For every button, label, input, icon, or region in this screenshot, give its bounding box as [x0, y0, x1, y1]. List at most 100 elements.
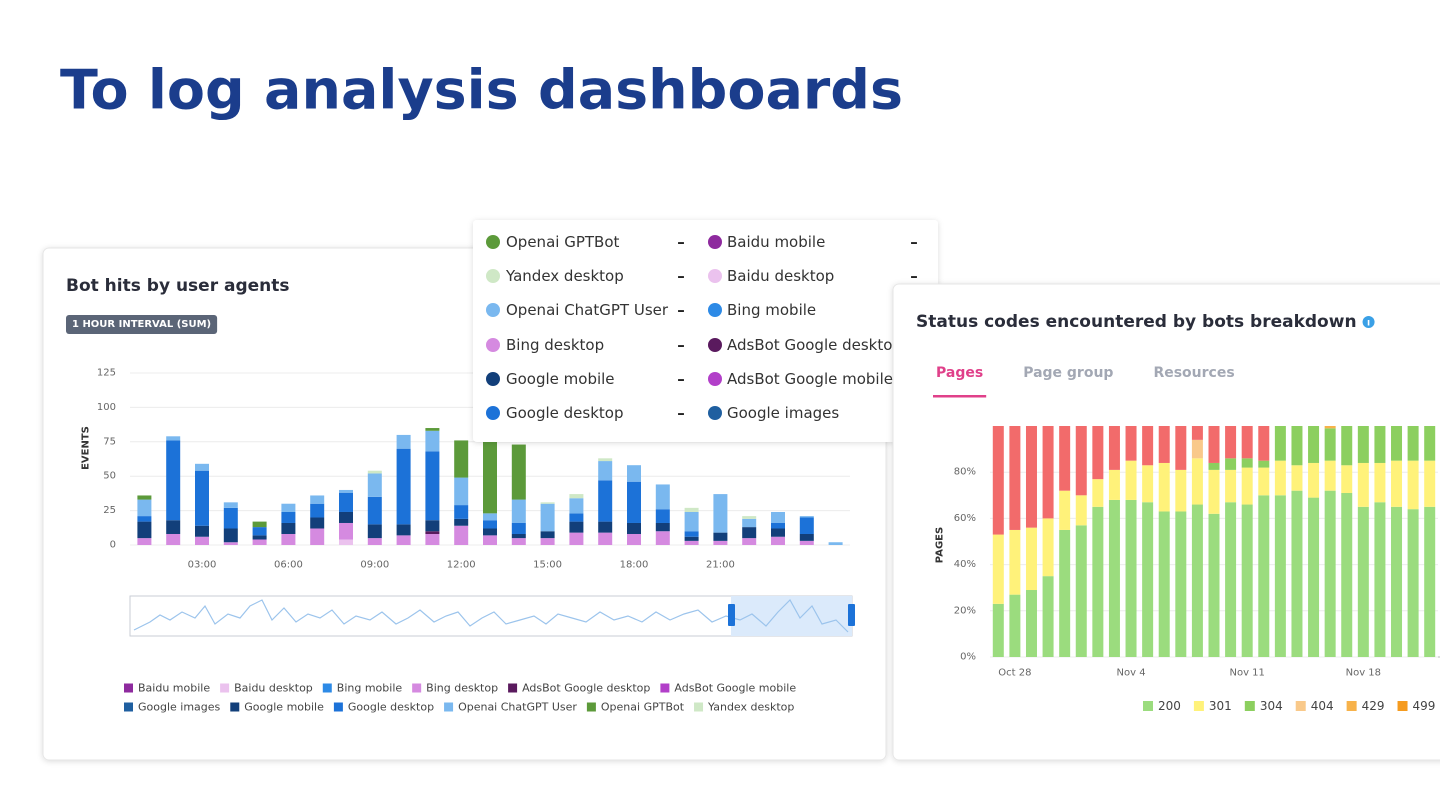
legend-label: Yandex desktop [707, 701, 794, 714]
x-tick-label: 21:00 [706, 560, 735, 571]
bar-segment [454, 518, 469, 526]
bar-segment [1407, 460, 1419, 510]
bar-segment [310, 495, 325, 504]
tooltip-name: AdsBot Google mobile [727, 370, 893, 388]
legend-swatch [1143, 701, 1153, 711]
bar-segment [655, 522, 670, 532]
bar-segment [771, 522, 785, 529]
bar-segment [1158, 426, 1170, 463]
bar-segment [799, 517, 814, 534]
bar-segment [1042, 426, 1054, 519]
bar-segment [310, 528, 325, 545]
bar-segment [454, 525, 469, 545]
bar-segment [598, 521, 613, 533]
bar-segment [252, 521, 267, 528]
y-tick-label: 0% [960, 652, 976, 663]
bar-segment [1407, 509, 1419, 657]
bar-segment [511, 499, 526, 523]
bar-segment [1208, 462, 1220, 470]
bar-segment [1324, 426, 1336, 429]
bar-segment [1208, 426, 1220, 463]
tab[interactable]: Resources [1153, 365, 1234, 381]
x-tick-label: Nov 18 [1346, 668, 1381, 679]
tooltip-value: – [910, 267, 918, 285]
bar-segment [1258, 460, 1270, 468]
bar-segment [281, 522, 296, 534]
tooltip-dot [486, 372, 500, 386]
bar-segment [1175, 426, 1187, 470]
bar-segment [223, 507, 238, 529]
bar-segment [799, 516, 814, 518]
bar-segment [1025, 527, 1037, 591]
bar-segment [483, 535, 497, 545]
bar-segment [771, 511, 785, 523]
legend-swatch [444, 702, 454, 712]
bar-segment [1092, 479, 1104, 507]
bar-segment [1142, 502, 1154, 657]
tab[interactable]: Pages [936, 365, 983, 381]
bar-segment [425, 533, 440, 545]
bar-segment [367, 473, 382, 497]
legend-label: 304 [1260, 699, 1283, 713]
y-axis-label: EVENTS [81, 426, 92, 470]
bar-segment [1391, 460, 1403, 507]
bar-segment [1042, 576, 1054, 657]
tooltip-name: Bing mobile [727, 301, 816, 319]
tooltip-value: – [677, 301, 685, 319]
tooltip-dot [708, 235, 722, 249]
legend-swatch [322, 683, 332, 693]
bar-segment [1424, 506, 1436, 657]
bar-segment [1274, 495, 1286, 657]
y-tick-label: 50 [103, 471, 116, 482]
bar-segment [598, 461, 613, 481]
x-tick-label: Nov 4 [1117, 668, 1146, 679]
bar-segment [569, 521, 584, 533]
bar-segment [339, 539, 353, 545]
legend-label: Baidu desktop [234, 682, 313, 695]
y-axis-label: PAGES [935, 527, 946, 563]
bar-segment [1324, 490, 1336, 657]
y-tick-label: 25 [103, 505, 116, 516]
tooltip-dot [486, 269, 500, 283]
bar-segment [598, 532, 613, 545]
bar-segment [713, 532, 728, 541]
bar-segment [627, 481, 641, 523]
bar-segment [367, 538, 382, 545]
bar-segment [992, 534, 1004, 604]
minimap-handle[interactable] [848, 604, 855, 626]
bar-segment [1374, 426, 1386, 463]
legend-label: Google desktop [348, 701, 434, 714]
tooltip-name: Baidu desktop [727, 267, 834, 285]
tooltip-dot [486, 338, 500, 352]
tooltip-name: Google desktop [506, 404, 624, 422]
bar-segment [684, 507, 699, 512]
legend-label: 499 [1413, 699, 1436, 713]
bar-segment [569, 532, 584, 545]
bar-segment [627, 465, 641, 482]
legend-label: Bing mobile [337, 682, 403, 695]
bar-segment [1374, 502, 1386, 657]
bar-segment [799, 540, 814, 545]
bar-segment [195, 536, 209, 545]
minimap-handle[interactable] [728, 604, 735, 626]
y-tick-label: 0 [110, 540, 116, 551]
legend-label: 404 [1311, 699, 1334, 713]
card-title: Bot hits by user agents [66, 276, 290, 296]
legend-swatch [1193, 701, 1204, 711]
bar-segment [1108, 499, 1120, 657]
bar-segment [771, 536, 785, 545]
tooltip-dot [708, 338, 722, 352]
bar-segment [1341, 426, 1353, 466]
bar-segment [1191, 439, 1203, 459]
legend-label: 200 [1158, 699, 1181, 713]
badge [66, 315, 218, 334]
tooltip: Openai GPTBot –Yandex desktop –Openai Chat… [473, 220, 938, 442]
bar-segment [540, 503, 555, 532]
bar-segment [1208, 513, 1220, 657]
tooltip-value: – [677, 267, 685, 285]
tab[interactable]: Page group [1023, 365, 1113, 381]
bar-segment [367, 496, 382, 525]
y-tick-label: 100 [97, 402, 116, 413]
bar-segment [396, 524, 411, 536]
bar-segment [1092, 506, 1104, 657]
